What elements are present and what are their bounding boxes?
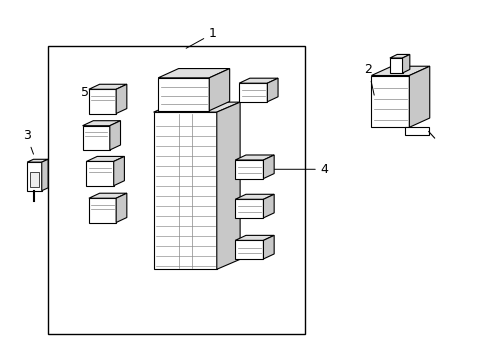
Polygon shape [408, 66, 429, 127]
Polygon shape [89, 193, 126, 198]
Polygon shape [239, 78, 278, 83]
Polygon shape [114, 157, 124, 186]
Polygon shape [86, 161, 114, 186]
Polygon shape [116, 84, 126, 113]
Polygon shape [153, 102, 240, 112]
Polygon shape [89, 89, 116, 113]
Polygon shape [239, 83, 267, 102]
Polygon shape [389, 58, 402, 73]
Polygon shape [235, 240, 263, 259]
Polygon shape [82, 121, 120, 126]
Text: 4: 4 [262, 163, 328, 176]
Polygon shape [402, 54, 409, 73]
Polygon shape [82, 126, 110, 150]
Polygon shape [30, 172, 39, 187]
Polygon shape [158, 78, 209, 111]
Polygon shape [27, 162, 41, 191]
Polygon shape [209, 68, 229, 111]
Polygon shape [405, 127, 428, 135]
Polygon shape [27, 159, 48, 162]
Polygon shape [371, 66, 429, 76]
Polygon shape [267, 78, 278, 102]
Text: 5: 5 [81, 86, 113, 101]
Polygon shape [371, 76, 408, 127]
Polygon shape [235, 194, 274, 199]
Polygon shape [263, 155, 274, 179]
Text: 1: 1 [186, 27, 216, 48]
Polygon shape [86, 157, 124, 161]
Polygon shape [235, 155, 274, 160]
Bar [47, 46, 305, 334]
Polygon shape [116, 193, 126, 222]
Polygon shape [389, 54, 409, 58]
Polygon shape [41, 159, 48, 191]
Polygon shape [158, 68, 229, 78]
Polygon shape [89, 84, 126, 89]
Text: 2: 2 [364, 63, 373, 95]
Text: 3: 3 [22, 129, 34, 154]
Polygon shape [263, 235, 274, 259]
Polygon shape [153, 112, 216, 269]
Polygon shape [235, 160, 263, 179]
Polygon shape [235, 199, 263, 218]
Polygon shape [216, 102, 240, 269]
Polygon shape [110, 121, 120, 150]
Polygon shape [89, 198, 116, 222]
Polygon shape [235, 235, 274, 240]
Polygon shape [263, 194, 274, 218]
